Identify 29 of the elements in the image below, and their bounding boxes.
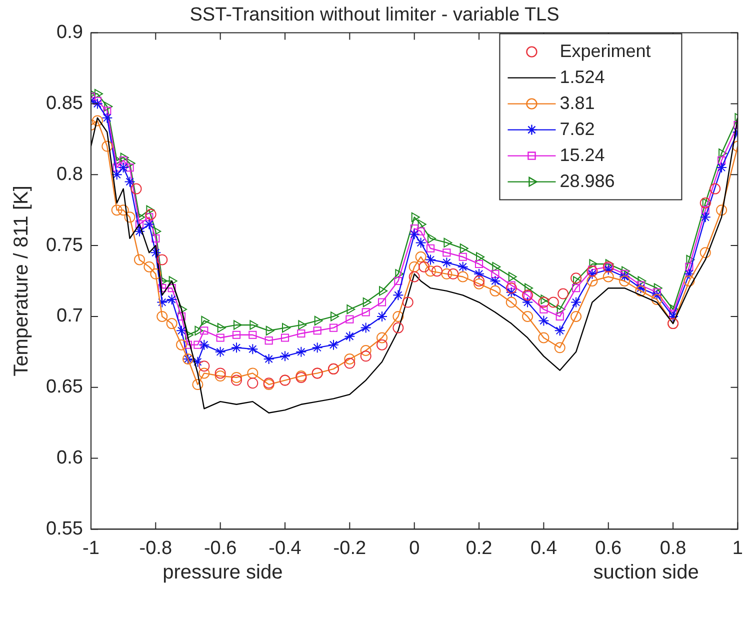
y-tick-label: 0.55 xyxy=(46,518,83,540)
y-tick-label: 0.75 xyxy=(46,234,83,256)
y-tick-label: 0.85 xyxy=(46,92,83,114)
x-tick-label: -0.6 xyxy=(204,538,237,559)
text: pressure side xyxy=(162,562,283,584)
y-tick-label: 0.65 xyxy=(46,376,83,398)
legend-label: 1.524 xyxy=(560,66,605,87)
y-tick-label: 0.6 xyxy=(56,448,83,469)
x-tick-label: 1 xyxy=(732,538,744,559)
legend-label: 3.81 xyxy=(560,92,595,113)
legend-label: Experiment xyxy=(560,40,651,61)
x-tick-label: 0.6 xyxy=(595,538,622,559)
legend-label: 28.986 xyxy=(560,170,615,191)
x-tick-label: 0.4 xyxy=(530,538,558,559)
x-tick-label: 0.8 xyxy=(660,538,686,559)
x-tick-label: -0.2 xyxy=(333,538,366,559)
y-tick-label: 0.7 xyxy=(56,306,83,327)
chart-title: SST-Transition without limiter - variable TLS xyxy=(190,4,560,26)
x-tick-label: -0.8 xyxy=(139,538,172,559)
x-tick-label: 0 xyxy=(409,538,420,559)
y-tick-label: 0.8 xyxy=(56,164,83,185)
x-tick-label: -1 xyxy=(82,538,100,559)
x-tick-label: 0.2 xyxy=(466,538,492,559)
legend-label: 15.24 xyxy=(560,144,605,165)
y-axis-title: Temperature / 811 [K] xyxy=(10,186,33,376)
legend-label: 7.62 xyxy=(560,118,595,139)
x-tick-label: -0.4 xyxy=(268,538,302,559)
y-tick-label: 0.9 xyxy=(56,22,83,44)
text: suction side xyxy=(593,562,699,584)
